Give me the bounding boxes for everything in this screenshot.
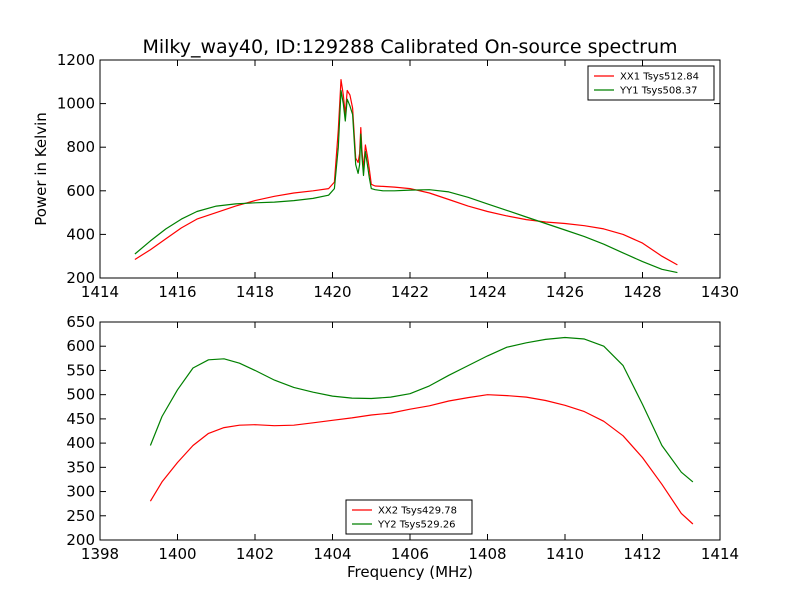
y-tick-label: 350 — [66, 458, 95, 476]
x-tick-label: 1420 — [313, 283, 351, 301]
x-tick-label: 1404 — [313, 545, 351, 563]
y-tick-label: 600 — [66, 337, 95, 355]
y-tick-label: 250 — [66, 507, 95, 525]
y-tick-label: 500 — [66, 386, 95, 404]
x-tick-label: 1414 — [701, 545, 739, 563]
y-tick-label: 200 — [66, 531, 95, 549]
y-tick-label: 200 — [66, 269, 95, 287]
bottom-x-axis-label: Frequency (MHz) — [347, 563, 473, 581]
x-tick-label: 1418 — [236, 283, 274, 301]
legend-label: YY2 Tsys529.26 — [377, 520, 456, 531]
x-tick-label: 1398 — [81, 545, 119, 563]
x-tick-label: 1406 — [391, 545, 429, 563]
legend-label: YY1 Tsys508.37 — [619, 86, 698, 97]
legend-label: XX1 Tsys512.84 — [620, 72, 699, 83]
y-tick-label: 450 — [66, 410, 95, 428]
series-line-1-1 — [134, 79, 678, 266]
y-tick-label: 300 — [66, 483, 95, 501]
x-tick-label: 1426 — [546, 283, 584, 301]
top-y-axis-label: Power in Kelvin — [32, 112, 50, 226]
x-tick-label: 1402 — [236, 545, 274, 563]
x-tick-label: 1430 — [701, 283, 739, 301]
series-line-1-2 — [134, 89, 678, 274]
top-panel: Power in Kelvin 1414 1416 1418 1420 1422 1424… — [32, 51, 739, 301]
x-tick-label: 1400 — [158, 545, 196, 563]
y-tick-label: 400 — [66, 225, 95, 243]
legend-label: XX2 Tsys429.78 — [378, 506, 457, 517]
bottom-panel: Frequency (MHz) 1398 1400 1402 1404 1406 1408… — [66, 313, 739, 581]
legend-box — [345, 499, 473, 535]
x-tick-label: 1410 — [546, 545, 584, 563]
legend: XX2 Tsys429.78 YY2 Tsys529.26 — [345, 499, 473, 535]
x-tick-label: 1428 — [623, 283, 661, 301]
x-tick-label: 1408 — [468, 545, 506, 563]
legend: XX1 Tsys512.84 YY1 Tsys508.37 — [587, 65, 715, 101]
x-tick-label: 1412 — [623, 545, 661, 563]
series-line-2-1 — [149, 394, 694, 525]
y-tick-label: 1200 — [57, 51, 95, 69]
x-tick-label: 1424 — [468, 283, 506, 301]
y-tick-label: 600 — [66, 182, 95, 200]
y-tick-label: 650 — [66, 313, 95, 331]
y-tick-label: 800 — [66, 138, 95, 156]
legend-box — [587, 65, 715, 101]
y-tick-label: 1000 — [57, 95, 95, 113]
chart-title: Milky_way40, ID:129288 Calibrated On-sou… — [142, 36, 677, 58]
x-tick-label: 1414 — [81, 283, 119, 301]
series-line-2-2 — [149, 336, 694, 483]
x-tick-label: 1422 — [391, 283, 429, 301]
x-tick-label: 1416 — [158, 283, 196, 301]
y-tick-label: 550 — [66, 361, 95, 379]
y-tick-label: 400 — [66, 434, 95, 452]
